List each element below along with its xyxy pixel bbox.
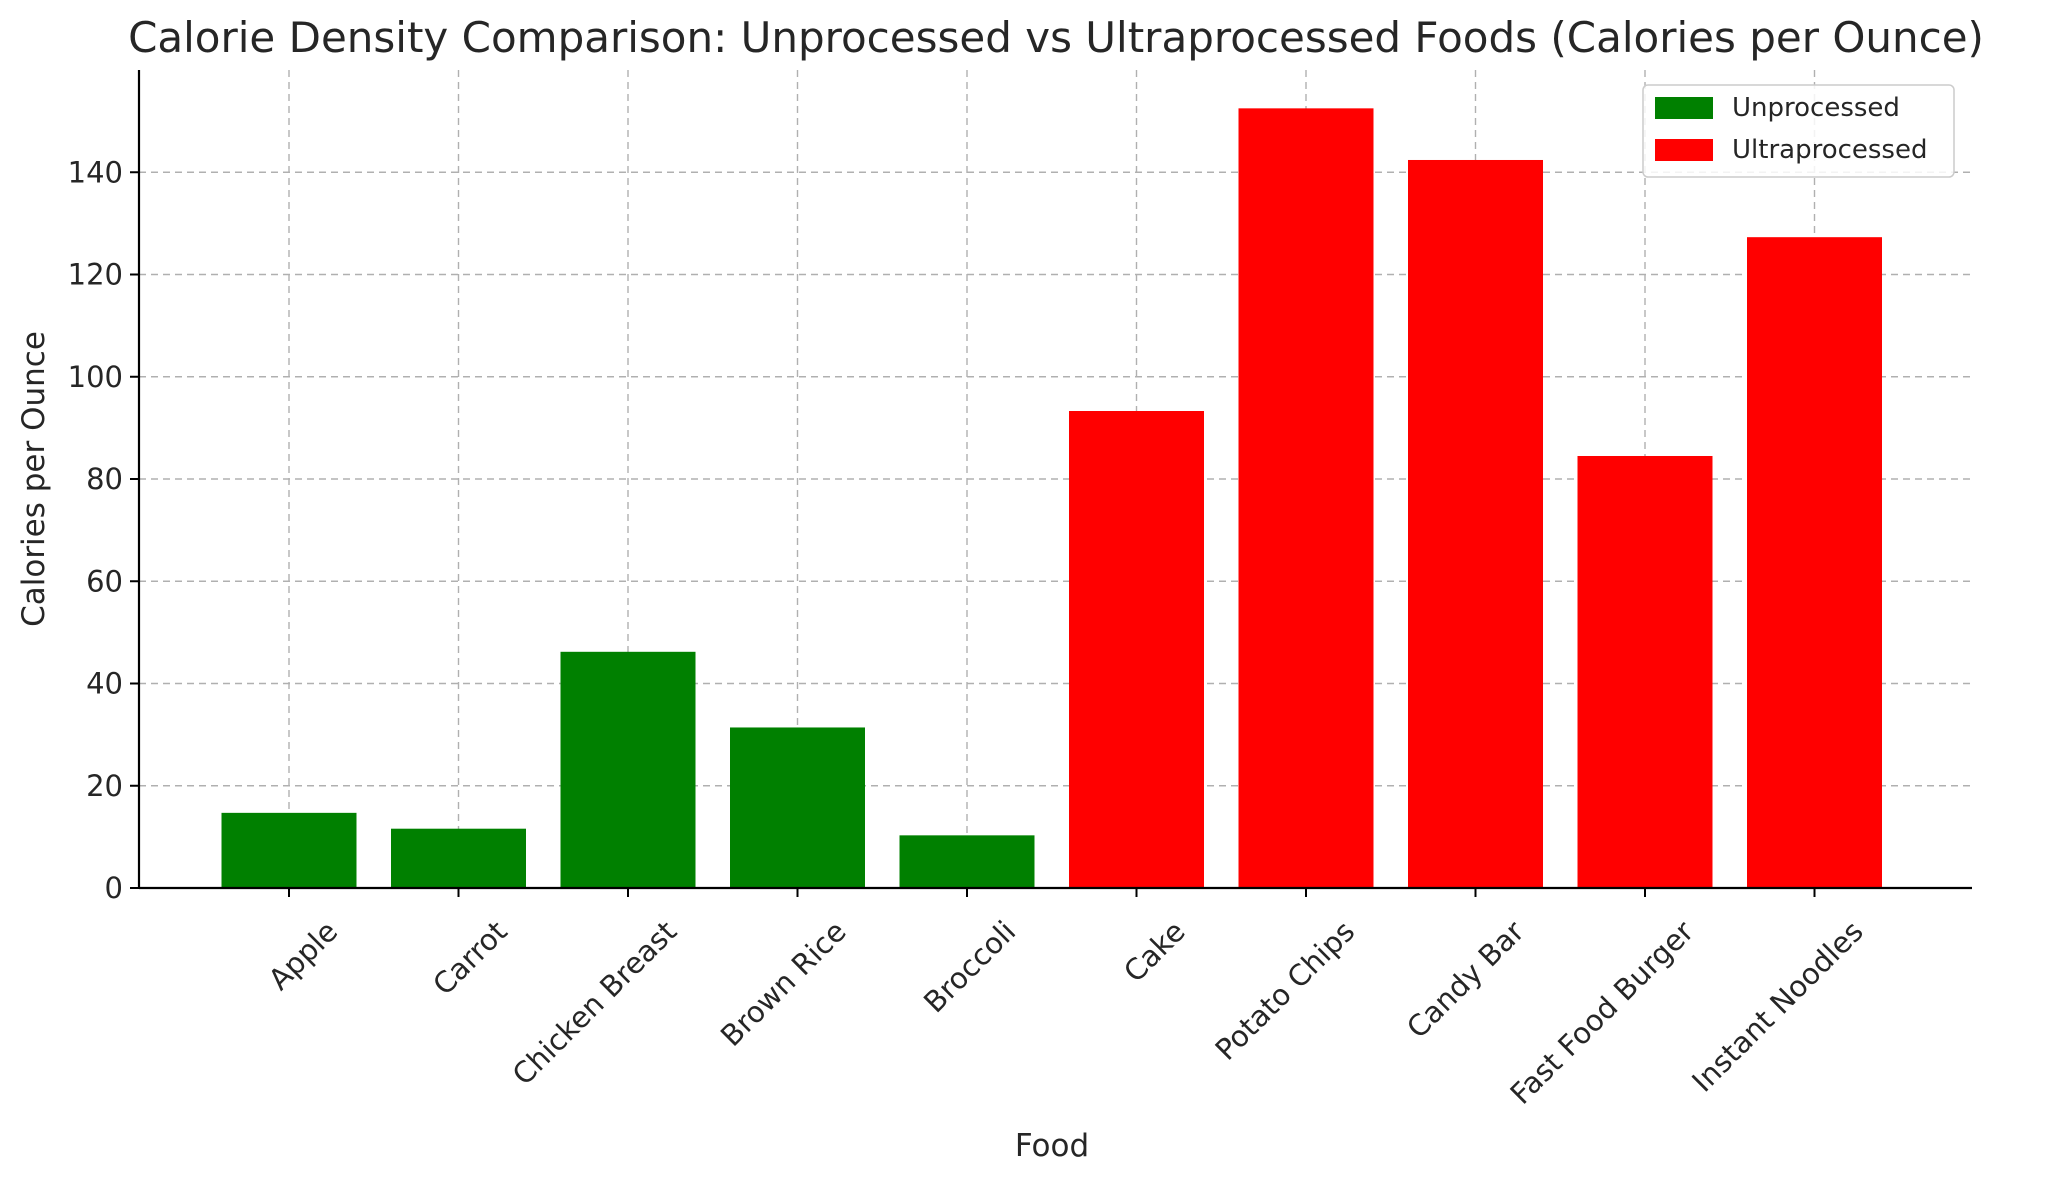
y-tick-label: 80 [86,462,123,496]
legend-swatch-unprocessed [1655,97,1713,119]
bar-broccoli [899,835,1035,888]
legend-frame [1642,84,1955,178]
bar-cake [1069,411,1204,888]
legend-swatch-ultraprocessed [1655,139,1713,161]
x-tick-label: Broccoli [917,914,1022,1019]
y-tick-label: 140 [68,155,123,189]
bar-candy-bar [1408,159,1543,889]
x-tick-label: Candy Bar [1400,914,1531,1045]
y-ticks: 0 20 40 60 80 100 120 140 [68,155,139,905]
x-tick-label: Brown Rice [714,914,853,1053]
bar-instant-noodles [1747,237,1882,888]
y-tick-label: 120 [68,258,123,292]
legend-label: Ultraprocessed [1732,135,1927,165]
bar-fast-food-burger [1577,455,1713,888]
x-tick-label: Chicken Breast [506,914,684,1092]
bar-brown-rice [730,727,865,888]
x-tick-label: Instant Noodles [1685,914,1869,1098]
bar-chicken-breast [560,651,696,888]
bar-carrot [391,828,526,888]
y-tick-label: 60 [86,564,123,598]
x-tick-label: Cake [1117,914,1192,989]
y-tick-label: 0 [105,871,123,905]
y-tick-label: 100 [68,360,123,394]
legend: Unprocessed Ultraprocessed [1642,84,1955,178]
y-tick-label: 40 [86,667,123,701]
y-axis-label: Calories per Ounce [16,331,52,627]
x-tick-label: Carrot [426,914,514,1002]
bar-potato-chips [1238,108,1374,888]
legend-label: Unprocessed [1732,93,1900,123]
x-axis-label: Food [1015,1128,1089,1164]
x-tick-label: Fast Food Burger [1504,914,1701,1111]
bar-apple [221,812,357,888]
chart-title: Calorie Density Comparison: Unprocessed … [128,13,1984,62]
bars [221,108,1882,889]
x-tick-label: Potato Chips [1209,914,1362,1067]
y-tick-label: 20 [86,769,123,803]
x-tick-label: Apple [262,914,344,996]
